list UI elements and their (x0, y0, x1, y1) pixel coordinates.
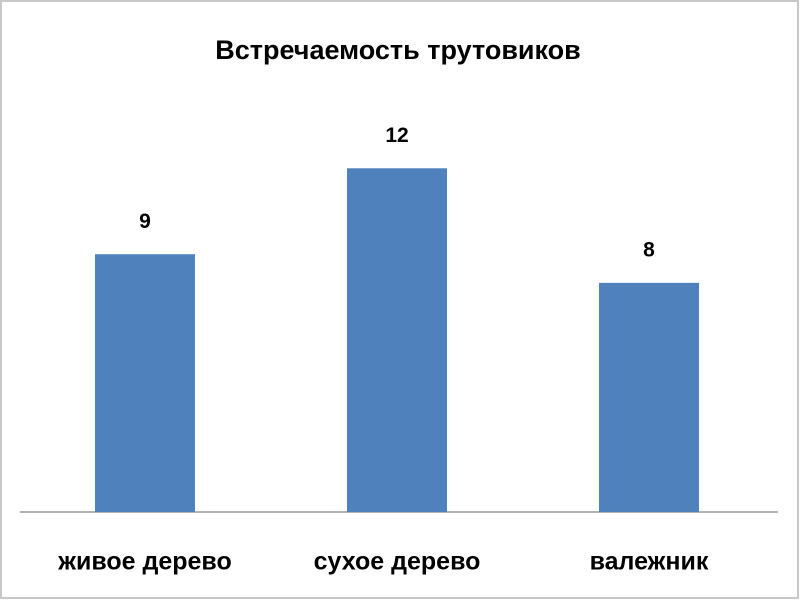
data-label: 12 (385, 124, 408, 147)
bar (95, 254, 195, 512)
bar (347, 168, 447, 513)
chart-title: Встречаемость трутовиков (215, 35, 581, 65)
data-label: 9 (139, 210, 151, 233)
x-tick-label: валежник (590, 548, 709, 576)
x-tick-label: живое дерево (57, 548, 232, 576)
data-label: 8 (643, 238, 655, 261)
bar (599, 282, 699, 512)
x-tick-label: сухое дерево (314, 548, 481, 576)
